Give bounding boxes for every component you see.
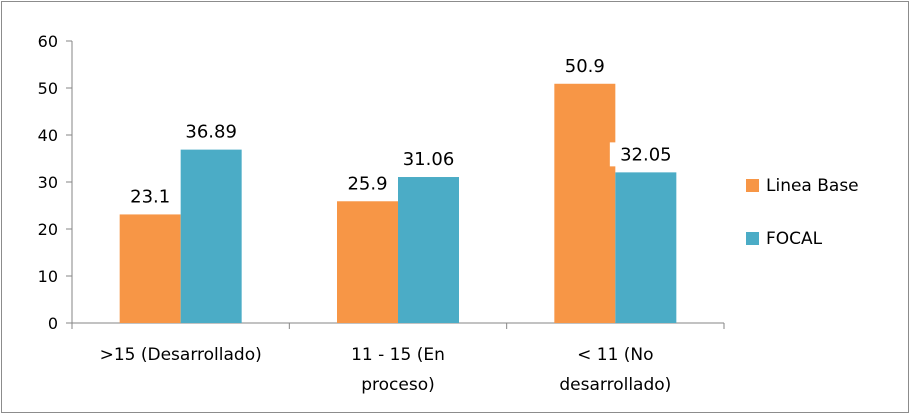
y-tick-label: 60 (38, 32, 58, 51)
x-category-label: >15 (Desarrollado) (100, 345, 262, 365)
data-label-background (120, 184, 181, 209)
data-label: 50.9 (565, 56, 605, 77)
y-tick-label: 20 (38, 220, 58, 239)
bar (180, 149, 242, 323)
legend-swatch (746, 179, 759, 192)
data-label: 32.05 (620, 144, 672, 165)
y-tick-label: 30 (38, 173, 58, 192)
x-category-label: proceso) (361, 375, 435, 395)
data-label: 31.06 (403, 149, 455, 170)
legend-label: FOCAL (766, 229, 823, 249)
bar (119, 214, 181, 323)
data-label-background (554, 53, 615, 78)
data-label: 23.1 (130, 186, 170, 207)
legend-swatch (746, 232, 759, 245)
y-tick-label: 0 (48, 314, 58, 333)
bar (554, 83, 616, 324)
data-label-background (337, 171, 398, 196)
legend-label: Linea Base (766, 176, 859, 196)
bar (615, 172, 677, 323)
bar (398, 177, 459, 323)
y-tick-label: 40 (38, 126, 58, 145)
data-label-background (175, 119, 248, 144)
y-tick-label: 10 (38, 267, 58, 286)
data-label: 25.9 (347, 173, 387, 194)
x-category-label: < 11 (No (577, 345, 653, 365)
x-category-label: desarrollado) (559, 375, 671, 395)
y-tick-label: 50 (38, 79, 58, 98)
bar (337, 201, 398, 323)
data-label-background (609, 142, 682, 167)
x-category-label: 11 - 15 (En (351, 345, 445, 365)
data-label: 36.89 (185, 122, 237, 143)
data-label-background (392, 147, 465, 172)
